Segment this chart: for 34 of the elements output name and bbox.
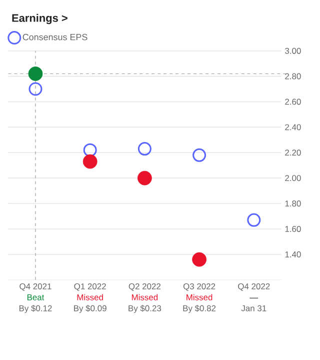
y-tick-label: 2.20: [285, 150, 301, 156]
text: Missed: [186, 294, 212, 300]
x-tick-label: Q4 2022: [238, 283, 270, 291]
y-tick-label: 3.00: [285, 48, 301, 54]
point: [83, 143, 97, 157]
y-tick-label: 1.40: [285, 251, 301, 258]
point: [138, 142, 152, 156]
legend-label: Consensus EPS: [22, 34, 88, 40]
text: By $0.12: [19, 304, 52, 313]
text: By $0.09: [74, 304, 106, 313]
text: By $0.23: [128, 304, 162, 313]
point: [28, 82, 42, 96]
x-tick-label: Q4 2021: [20, 283, 52, 291]
y-tick-label: 2.60: [285, 98, 301, 105]
x-tick-label: Q2 2022: [128, 283, 160, 291]
x-tick-label: Q3 2022: [183, 283, 216, 291]
text: Missed: [132, 294, 158, 300]
point: [28, 66, 43, 81]
chart-title: Earnings >: [12, 14, 68, 24]
y-tick-label: 2.80: [285, 73, 301, 80]
y-tick-label: 1.60: [285, 226, 301, 232]
text: Missed: [77, 294, 103, 300]
x-tick-label: Q1 2022: [74, 283, 106, 291]
point: [82, 154, 98, 169]
y-tick-label: 2.00: [285, 175, 301, 182]
point: [192, 148, 206, 162]
y-tick-label: 2.40: [285, 124, 301, 130]
point: [137, 170, 152, 186]
point: [192, 252, 206, 267]
text: Beat: [27, 294, 44, 300]
text: By $0.82: [183, 304, 216, 313]
point: [247, 213, 261, 227]
y-tick-label: 1.80: [285, 200, 301, 207]
text: Jan 31: [241, 305, 266, 312]
